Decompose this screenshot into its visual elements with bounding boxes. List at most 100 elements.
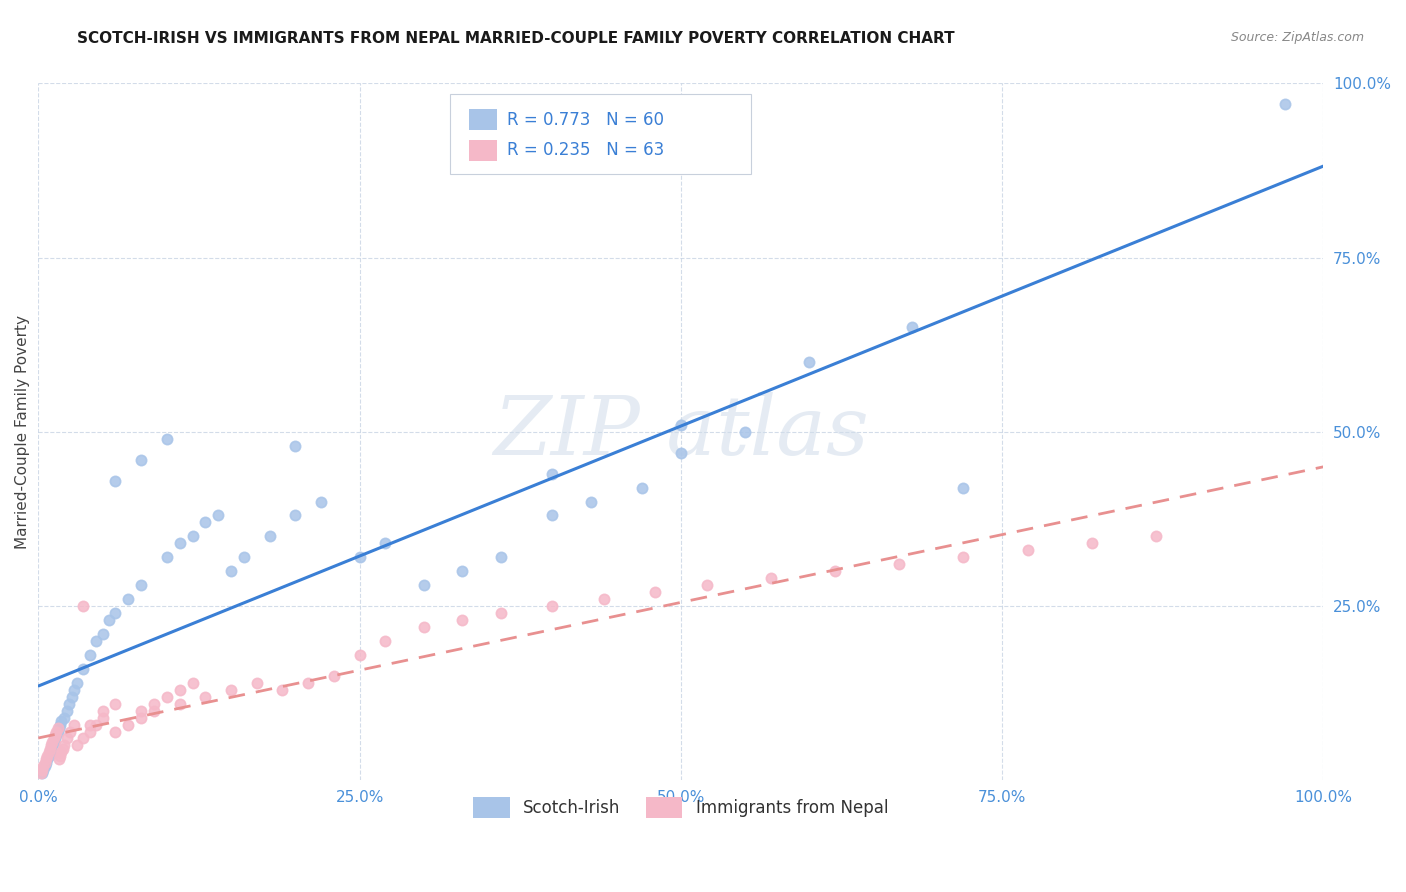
Point	[79, 648, 101, 662]
Point	[322, 669, 344, 683]
Point	[63, 682, 86, 697]
Point	[1017, 543, 1039, 558]
Point	[219, 682, 242, 697]
Y-axis label: Married-Couple Family Poverty: Married-Couple Family Poverty	[15, 315, 30, 549]
Point	[44, 728, 66, 742]
Point	[541, 508, 564, 523]
Point	[669, 446, 692, 460]
Point	[38, 742, 60, 756]
Point	[60, 690, 83, 704]
Point	[49, 717, 72, 731]
Point	[207, 508, 229, 523]
Point	[104, 697, 127, 711]
FancyBboxPatch shape	[450, 94, 751, 174]
Point	[104, 474, 127, 488]
Point	[53, 739, 76, 753]
Point	[48, 721, 70, 735]
Point	[219, 564, 242, 578]
Point	[48, 752, 70, 766]
Point	[84, 717, 107, 731]
Point	[52, 742, 75, 756]
Text: ZIP atlas: ZIP atlas	[494, 392, 869, 472]
Point	[72, 662, 94, 676]
Point	[38, 746, 60, 760]
Point	[104, 724, 127, 739]
Point	[55, 731, 77, 746]
Text: R = 0.773   N = 60: R = 0.773 N = 60	[508, 111, 665, 128]
Point	[38, 748, 60, 763]
Text: SCOTCH-IRISH VS IMMIGRANTS FROM NEPAL MARRIED-COUPLE FAMILY POVERTY CORRELATION : SCOTCH-IRISH VS IMMIGRANTS FROM NEPAL MA…	[77, 31, 955, 46]
Point	[181, 529, 204, 543]
Point	[631, 481, 654, 495]
Point	[129, 710, 152, 724]
Point	[37, 748, 59, 763]
Point	[41, 739, 63, 753]
Point	[297, 675, 319, 690]
Point	[91, 710, 114, 724]
Point	[232, 550, 254, 565]
Point	[104, 606, 127, 620]
Point	[349, 648, 371, 662]
Point	[45, 728, 67, 742]
Point	[38, 746, 60, 760]
Point	[31, 763, 53, 777]
Point	[284, 508, 307, 523]
Point	[669, 417, 692, 432]
Point	[39, 739, 62, 753]
Point	[901, 320, 924, 334]
Point	[44, 731, 66, 746]
Point	[31, 766, 53, 780]
Point	[824, 564, 846, 578]
Point	[53, 710, 76, 724]
Point	[156, 690, 179, 704]
Point	[42, 731, 65, 746]
Point	[734, 425, 756, 439]
Point	[66, 739, 89, 753]
Point	[37, 752, 59, 766]
Point	[51, 714, 73, 728]
Point	[194, 690, 217, 704]
Point	[91, 627, 114, 641]
Point	[541, 599, 564, 613]
Point	[156, 550, 179, 565]
Point	[84, 634, 107, 648]
Point	[181, 675, 204, 690]
Point	[129, 704, 152, 718]
Point	[79, 724, 101, 739]
Point	[489, 550, 512, 565]
Point	[46, 724, 69, 739]
Point	[39, 742, 62, 756]
Point	[952, 481, 974, 495]
Point	[489, 606, 512, 620]
Point	[412, 620, 434, 634]
Point	[34, 756, 56, 770]
Point	[35, 756, 58, 770]
Point	[98, 613, 121, 627]
Point	[143, 704, 166, 718]
Point	[129, 578, 152, 592]
Point	[1144, 529, 1167, 543]
Point	[143, 697, 166, 711]
Point	[169, 536, 191, 550]
Point	[32, 763, 55, 777]
Point	[644, 585, 666, 599]
Point	[759, 571, 782, 585]
Point	[374, 536, 396, 550]
Point	[58, 697, 80, 711]
Point	[799, 355, 821, 369]
Point	[79, 717, 101, 731]
Point	[34, 759, 56, 773]
FancyBboxPatch shape	[468, 140, 498, 161]
Point	[63, 717, 86, 731]
Point	[41, 735, 63, 749]
Point	[169, 697, 191, 711]
Point	[46, 721, 69, 735]
Point	[451, 613, 474, 627]
Point	[35, 752, 58, 766]
Text: R = 0.235   N = 63: R = 0.235 N = 63	[508, 141, 665, 160]
Point	[889, 558, 911, 572]
Point	[72, 599, 94, 613]
Point	[541, 467, 564, 481]
Point	[374, 634, 396, 648]
Point	[51, 746, 73, 760]
